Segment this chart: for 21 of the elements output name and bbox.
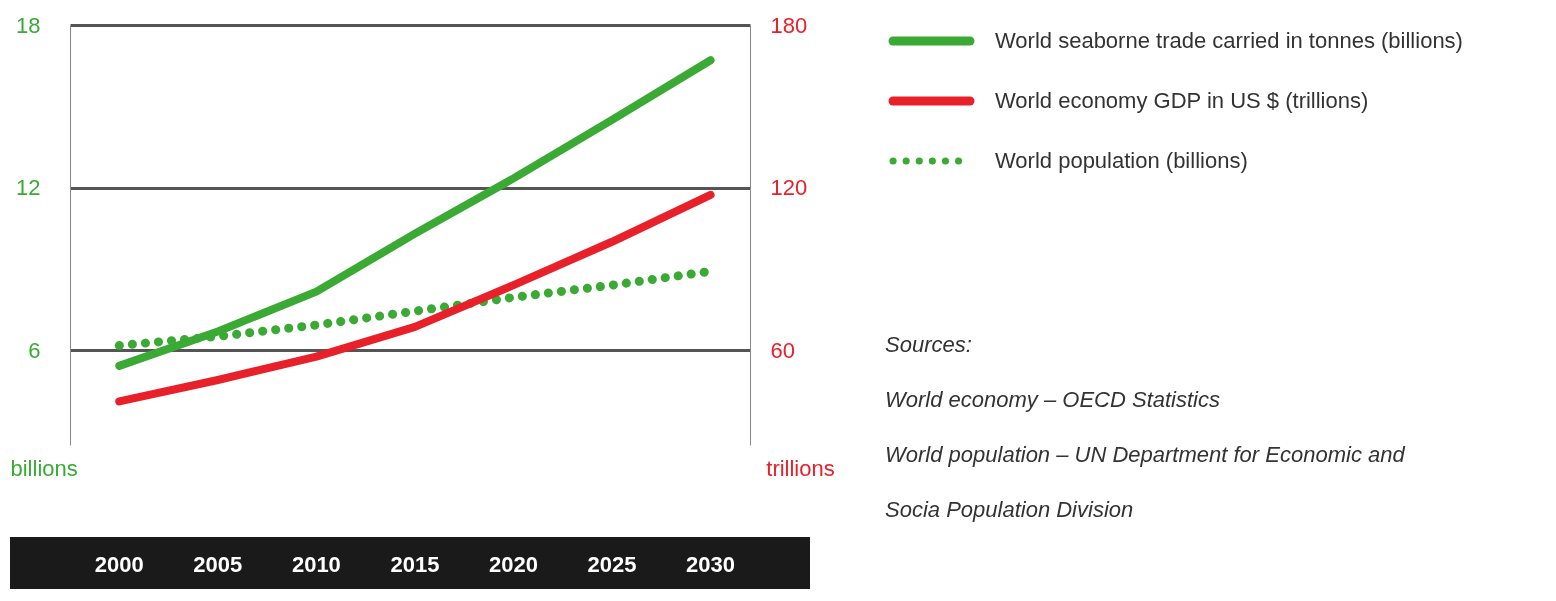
y2-axis-title: trillions <box>766 455 835 481</box>
y-axis-title: billions <box>10 455 78 481</box>
x-tick-label: 2030 <box>686 552 736 577</box>
x-tick-label: 2005 <box>193 552 243 577</box>
text: World economy – OECD Statistics <box>885 387 1220 412</box>
legend-label: World population (billions) <box>995 148 1248 173</box>
y-tick-label: 12 <box>16 175 41 201</box>
y2-tick-label: 60 <box>770 337 795 363</box>
x-tick-label: 2010 <box>291 552 341 577</box>
source-note: Sources: <box>885 332 972 357</box>
y-tick-label: 18 <box>16 12 41 38</box>
legend-label: World economy GDP in US $ (trillions) <box>995 88 1369 113</box>
x-tick-label: 2000 <box>94 552 144 577</box>
legend-label: World seaborne trade carried in tonnes (billions) <box>995 28 1463 53</box>
x-tick-label: 2025 <box>587 552 637 577</box>
x-tick-label: 2015 <box>390 552 440 577</box>
y-tick-label: 6 <box>28 337 41 363</box>
text: World population – UN Department for Economic and Socia Population Division <box>885 442 1405 522</box>
y2-tick-label: 180 <box>770 12 808 38</box>
y2-tick-label: 120 <box>770 175 808 201</box>
x-tick-label: 2020 <box>489 552 538 577</box>
